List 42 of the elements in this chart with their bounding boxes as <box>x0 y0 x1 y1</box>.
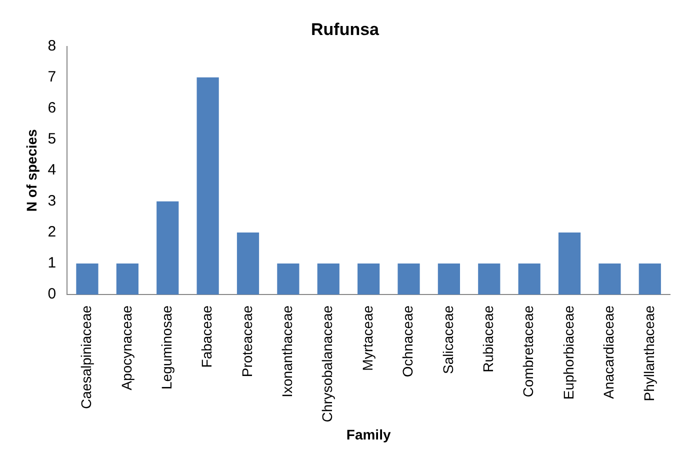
x-tick-label: Combretaceae <box>520 305 536 398</box>
y-tick-label: 6 <box>48 100 56 117</box>
bar <box>76 263 98 294</box>
bar <box>398 263 420 294</box>
bar <box>598 263 621 294</box>
y-tick-label: 1 <box>48 254 56 272</box>
x-tick-label: Ixonanthaceae <box>279 305 296 398</box>
bar <box>236 232 260 294</box>
x-axis-title: Family <box>346 426 391 442</box>
bar <box>638 263 661 294</box>
x-tick-label: Salicaceae <box>440 305 456 374</box>
chart-title: Rufunsa <box>311 20 380 39</box>
bar <box>478 263 500 294</box>
x-tick-label: Apocynaceae <box>118 305 134 390</box>
y-tick-label: 2 <box>48 224 56 241</box>
x-tick-label: Ochnaceae <box>400 305 416 378</box>
y-tick-label: 7 <box>48 68 56 86</box>
x-tick-label: Anacardiaceae <box>600 305 617 399</box>
bar <box>116 263 138 294</box>
bar <box>518 263 540 294</box>
bar <box>438 263 460 294</box>
x-tick-label: Fabaceae <box>198 305 215 368</box>
y-tick-label: 8 <box>48 38 56 55</box>
bar <box>277 263 300 294</box>
y-axis-title: N of species <box>23 128 40 212</box>
x-tick-label: Phyllanthaceae <box>640 305 657 402</box>
y-tick-label: 0 <box>48 286 56 303</box>
x-tick-label: Euphorbiaceae <box>560 305 576 400</box>
bar <box>317 263 340 294</box>
bar <box>358 263 380 294</box>
x-tick-label: Chrysobalanaceae <box>319 305 336 422</box>
y-tick-label: 5 <box>48 130 56 148</box>
y-tick-label: 3 <box>48 192 56 210</box>
x-tick-label: Proteaceae <box>238 305 255 378</box>
bar <box>558 232 581 294</box>
y-tick-label: 4 <box>48 162 56 179</box>
x-tick-label: Caesalpiniaceae <box>78 305 94 409</box>
x-tick-label: Rubiaceae <box>480 305 496 372</box>
bar <box>196 77 219 294</box>
x-tick-label: Myrtaceae <box>359 305 376 371</box>
bar <box>156 201 179 294</box>
x-tick-label: Leguminosae <box>158 305 174 390</box>
